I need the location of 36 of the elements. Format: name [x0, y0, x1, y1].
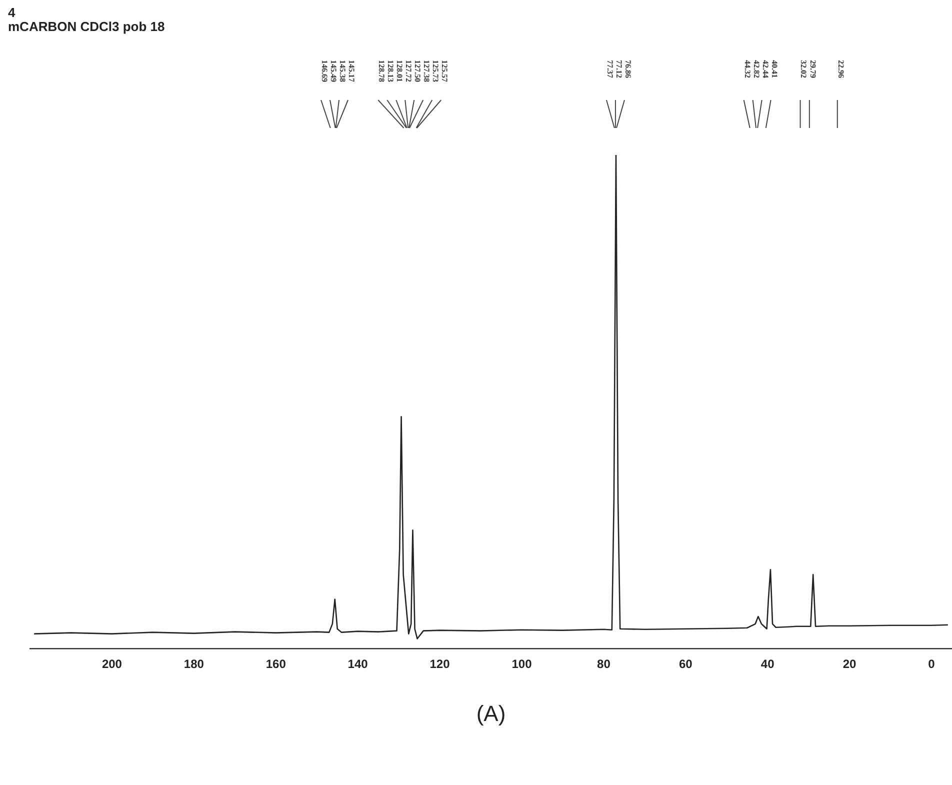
text: 40.41 — [770, 60, 779, 78]
x-tick-label: 40 — [760, 657, 775, 672]
x-tick-label: 160 — [266, 657, 286, 672]
text: 42.44 — [760, 60, 770, 78]
text: 44.32 — [742, 60, 752, 78]
chart-title: 4 — [8, 5, 16, 20]
x-tick-label: 0 — [928, 657, 936, 672]
text: 127.38 — [422, 60, 432, 82]
x-tick-label: 120 — [430, 657, 450, 672]
text: 76.86 — [623, 60, 632, 78]
text: 128.78 — [377, 60, 386, 82]
text: (A) — [476, 701, 506, 726]
x-tick-label: 80 — [597, 657, 611, 672]
text: 125.57 — [440, 60, 450, 82]
x-tick-label: 200 — [102, 657, 122, 672]
text: 32.02 — [799, 60, 808, 78]
text: 77.37 — [605, 60, 614, 78]
x-tick-label: 60 — [678, 657, 693, 672]
x-tick-label: 100 — [512, 657, 532, 672]
text: 128.13 — [386, 60, 396, 82]
text: 128.01 — [395, 60, 404, 82]
text: 22.96 — [836, 60, 846, 78]
x-tick-label: 180 — [184, 657, 204, 672]
text: 77.12 — [614, 60, 624, 78]
text: 127.72 — [404, 60, 414, 82]
chart-subtitle: mCARBON CDCl3 pob 18 — [8, 19, 165, 34]
text: 29.79 — [808, 60, 818, 78]
text: 145.17 — [346, 60, 356, 82]
x-tick-label: 140 — [348, 657, 368, 672]
text: 146.69 — [320, 60, 329, 82]
text: 145.49 — [328, 60, 338, 82]
text: 125.73 — [431, 60, 440, 82]
text: 145.38 — [338, 60, 347, 82]
x-tick-label: 20 — [842, 657, 857, 672]
text: 127.50 — [413, 60, 422, 82]
text: 42.82 — [752, 60, 761, 78]
